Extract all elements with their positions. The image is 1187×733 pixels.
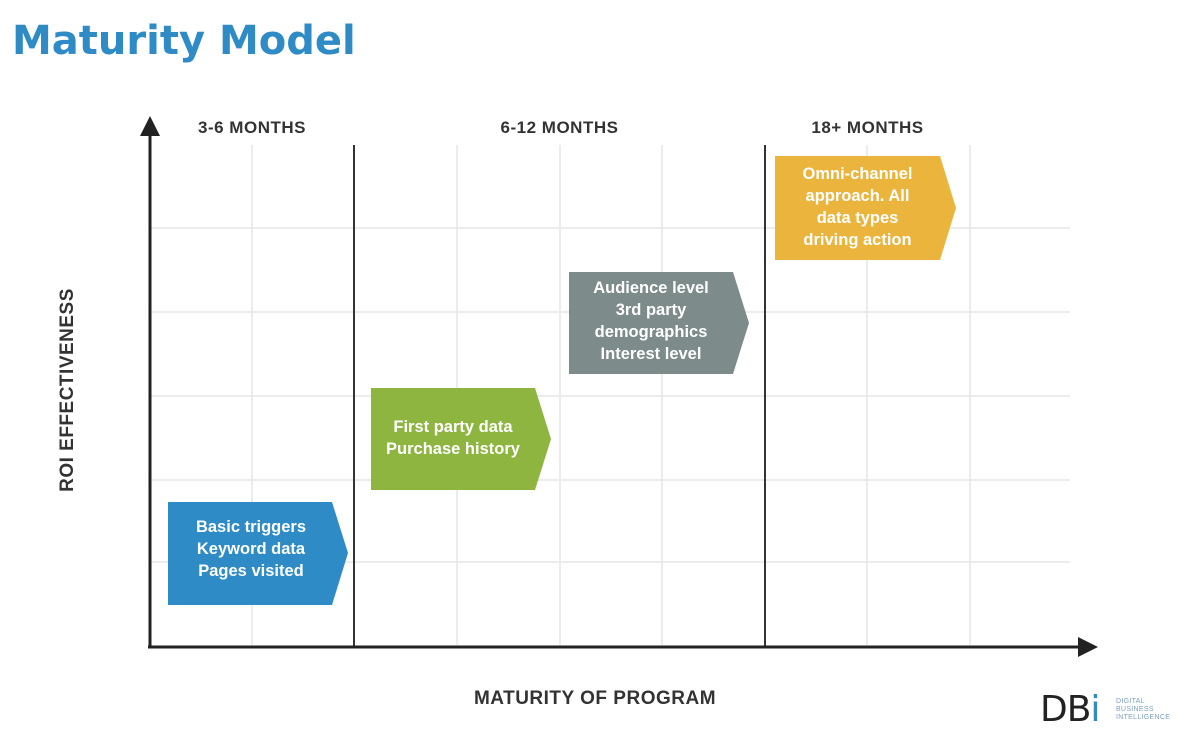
stage-line: Pages visited (198, 562, 304, 580)
logo-subtitle-line: INTELLIGENCE (1116, 714, 1171, 721)
stage-arrow-1 (168, 502, 348, 605)
logo-mark: DBi (1040, 689, 1100, 730)
stage-line: approach. All (805, 187, 910, 205)
stage-line: First party data (393, 418, 513, 436)
stage-text-first-party: First party data Purchase history (371, 416, 535, 460)
stage-line: Keyword data (196, 540, 306, 558)
stage-arrow-4 (775, 156, 956, 260)
stage-line: Omni-channel (802, 165, 913, 183)
stage-arrow-2 (371, 388, 551, 490)
stage-line: data types (816, 209, 899, 227)
page-title: Maturity Model (12, 18, 356, 64)
y-axis-label: ROI EFFECTIVENESS (57, 288, 78, 492)
x-axis-label: MATURITY OF PROGRAM (473, 688, 717, 709)
stage-text-audience: Audience level 3rd party demographics In… (569, 277, 733, 365)
stage-arrow-3 (569, 272, 749, 374)
phase-label-6-12-months: 6-12 MONTHS (500, 118, 619, 137)
stage-line: Purchase history (386, 440, 520, 458)
logo-subtitle-line: BUSINESS (1116, 706, 1154, 713)
stage-line: Basic triggers (195, 518, 307, 536)
stage-line: Audience level (593, 279, 709, 297)
stage-line: driving action (803, 231, 912, 249)
x-axis-arrow (1078, 637, 1098, 657)
stage-text-basic: Basic triggers Keyword data Pages visite… (168, 516, 334, 582)
logo-mark-accent: i (1090, 689, 1100, 730)
stage-text-omni-channel: Omni-channel approach. All data types dr… (775, 163, 940, 251)
phase-label-3-6-months: 3-6 MONTHS (198, 118, 306, 137)
logo-subtitle-line: DIGITAL (1116, 698, 1145, 705)
logo-subtitle: DIGITAL BUSINESS INTELLIGENCE (1116, 698, 1170, 722)
stage-line: demographics (594, 323, 708, 341)
stage-line: Interest level (600, 345, 702, 363)
stage-line: 3rd party (615, 301, 687, 319)
y-axis-arrow (140, 116, 160, 136)
dbi-logo: DBi DIGITAL BUSINESS INTELLIGENCE (1040, 690, 1185, 730)
phase-label-18-months: 18+ MONTHS (811, 118, 924, 137)
logo-mark-letters: DB (1040, 689, 1091, 730)
